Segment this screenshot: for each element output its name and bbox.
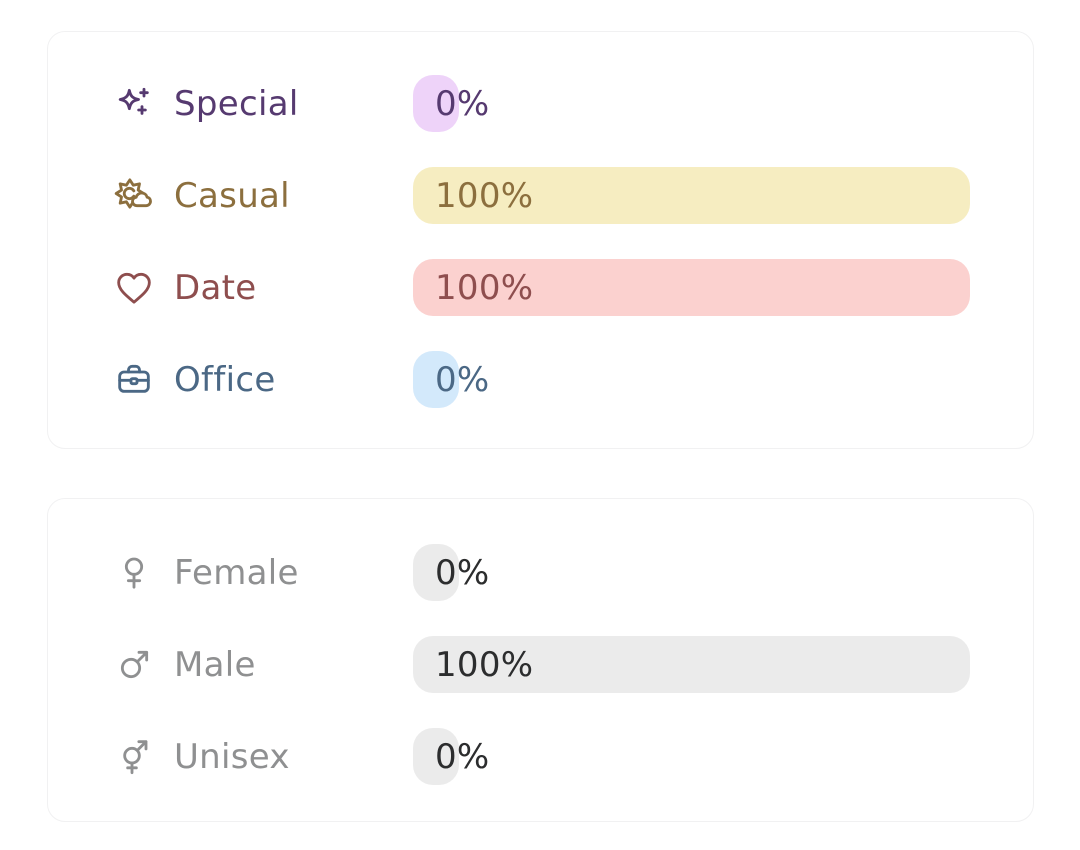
stat-value: 0%: [435, 83, 490, 124]
stat-label: Office: [174, 359, 276, 400]
stat-bar-fill: [413, 167, 970, 224]
stat-row-label: Special: [114, 84, 413, 124]
occasion-stats-card: Special 0% Casual 100% Date 100% Office 0%: [47, 31, 1034, 449]
unisex-icon: [114, 737, 154, 777]
stat-label: Date: [174, 267, 257, 308]
stat-bar-track: 100%: [413, 259, 970, 316]
stat-value: 0%: [435, 359, 490, 400]
stat-row: Unisex 0%: [114, 728, 970, 785]
stat-row-label: Casual: [114, 176, 413, 216]
stat-row-label: Office: [114, 360, 413, 400]
stat-row: Male 100%: [114, 636, 970, 693]
stat-value: 0%: [435, 736, 490, 777]
stat-label: Special: [174, 83, 299, 124]
stat-bar-track: 0%: [413, 728, 970, 785]
male-icon: [114, 645, 154, 685]
stat-label: Casual: [174, 175, 290, 216]
stat-bar-fill: [413, 544, 459, 601]
stat-bar-fill: [413, 636, 970, 693]
stat-row: Casual 100%: [114, 167, 970, 224]
stat-row: Office 0%: [114, 351, 970, 408]
stat-bar-track: 0%: [413, 544, 970, 601]
heart-icon: [114, 268, 154, 308]
stat-bar-fill: [413, 259, 970, 316]
stat-bar-fill: [413, 728, 459, 785]
stat-row-label: Male: [114, 645, 413, 685]
sun-cloud-icon: [114, 176, 154, 216]
stat-bar-fill: [413, 75, 459, 132]
sparkles-icon: [114, 84, 154, 124]
stat-value: 100%: [435, 175, 534, 216]
stat-bar-fill: [413, 351, 459, 408]
female-icon: [114, 553, 154, 593]
stat-row: Female 0%: [114, 544, 970, 601]
stat-value: 100%: [435, 644, 534, 685]
stat-bar-track: 100%: [413, 167, 970, 224]
stat-value: 100%: [435, 267, 534, 308]
stat-label: Unisex: [174, 736, 290, 777]
stat-label: Male: [174, 644, 256, 685]
stat-bar-track: 0%: [413, 351, 970, 408]
stat-row-label: Female: [114, 553, 413, 593]
gender-stats-card: Female 0% Male 100% Unisex 0%: [47, 498, 1034, 822]
stat-label: Female: [174, 552, 299, 593]
stat-bar-track: 0%: [413, 75, 970, 132]
stat-row-label: Date: [114, 268, 413, 308]
stat-row: Date 100%: [114, 259, 970, 316]
stat-row-label: Unisex: [114, 737, 413, 777]
stat-bar-track: 100%: [413, 636, 970, 693]
stat-value: 0%: [435, 552, 490, 593]
stat-row: Special 0%: [114, 75, 970, 132]
briefcase-icon: [114, 360, 154, 400]
